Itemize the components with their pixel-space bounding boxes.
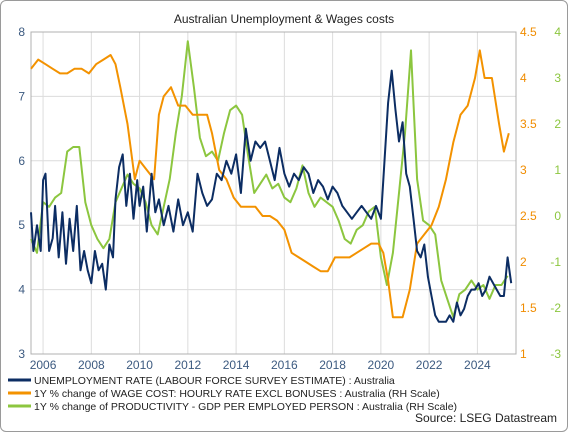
x-tick-label: 2006	[30, 358, 57, 372]
productivity-axis-tick-label: 2	[554, 117, 561, 131]
left-tick-label: 5	[18, 218, 25, 232]
productivity-axis-tick-label: -1	[550, 255, 561, 269]
series-layer	[30, 40, 513, 323]
left-tick-label: 7	[18, 89, 25, 103]
productivity-axis-tick-label: 4	[554, 25, 561, 39]
right-axis-wage: 1 1.5 2 2.5 3 3.5 4 4.5	[520, 25, 537, 361]
x-tick-label: 2012	[174, 358, 201, 372]
series-line-3	[30, 40, 509, 319]
productivity-axis-tick-label: -3	[550, 347, 561, 361]
x-tick-label: 2008	[78, 358, 105, 372]
source-note: Source: LSEG Datastream	[415, 411, 557, 425]
wage-axis-tick-label: 3.5	[520, 117, 537, 131]
x-tick-label: 2020	[368, 358, 395, 372]
left-tick-label: 8	[18, 25, 25, 39]
productivity-axis-tick-label: 0	[554, 209, 561, 223]
right-axis-productivity: -3 -2 -1 0 1 2 3 4	[550, 25, 561, 361]
series-line-1	[30, 69, 513, 323]
x-tick-label: 2010	[126, 358, 153, 372]
wage-axis-tick-label: 1.5	[520, 301, 537, 315]
wage-axis-tick-label: 2	[520, 255, 527, 269]
x-tick-label: 2016	[271, 358, 298, 372]
series-line-2	[30, 49, 510, 319]
x-axis: 2006 2008 2010 2012 2014 2016 2018 2020 2022 2024	[30, 358, 491, 372]
left-tick-label: 6	[18, 154, 25, 168]
left-axis: 3 4 5 6 7 8	[18, 25, 25, 361]
productivity-axis-tick-label: 1	[554, 163, 561, 177]
productivity-axis-tick-label: -2	[550, 301, 561, 315]
x-tick-label: 2022	[416, 358, 443, 372]
wage-axis-tick-label: 2.5	[520, 209, 537, 223]
wage-axis-tick-label: 1	[520, 347, 527, 361]
x-tick-label: 2018	[319, 358, 346, 372]
legend: UNEMPLOYMENT RATE (LABOUR FORCE SURVEY E…	[8, 375, 457, 413]
chart-title: Australian Unemployment & Wages costs	[174, 12, 394, 26]
x-tick-label: 2014	[223, 358, 250, 372]
left-tick-label: 3	[18, 347, 25, 361]
productivity-axis-tick-label: 3	[554, 71, 561, 85]
x-tick-label: 2024	[464, 358, 491, 372]
wage-axis-tick-label: 4.5	[520, 25, 537, 39]
wage-axis-tick-label: 4	[520, 71, 527, 85]
wage-axis-tick-label: 3	[520, 163, 527, 177]
legend-label-2: 1Y % change of WAGE COST: HOURLY RATE EX…	[34, 388, 440, 400]
left-tick-label: 4	[18, 283, 25, 297]
legend-label-3: 1Y % change of PRODUCTIVITY - GDP PER EM…	[34, 401, 457, 413]
legend-label-1: UNEMPLOYMENT RATE (LABOUR FORCE SURVEY E…	[34, 375, 395, 387]
plot-area	[30, 31, 517, 355]
